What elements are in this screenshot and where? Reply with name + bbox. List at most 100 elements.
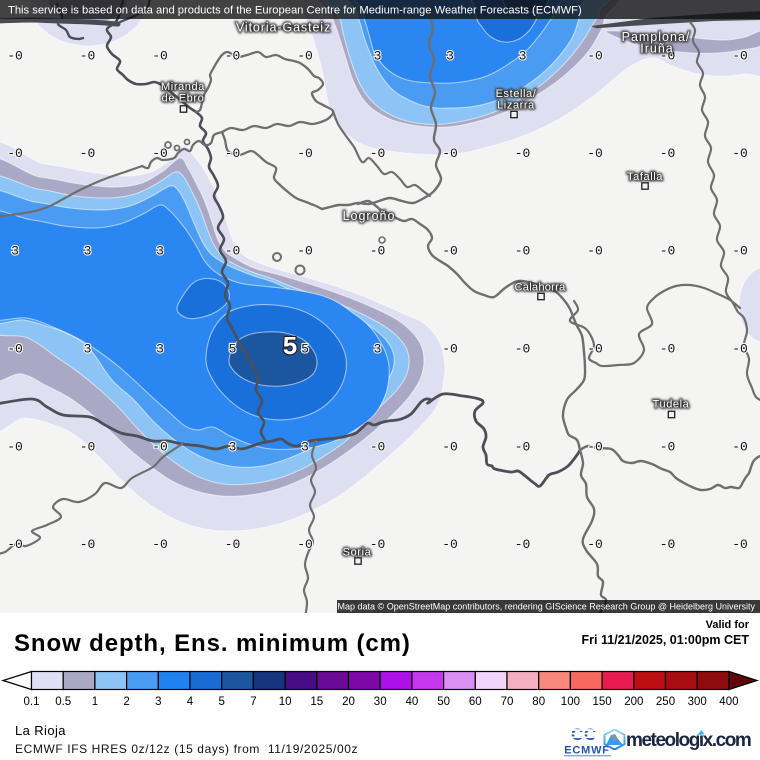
svg-text:5: 5 bbox=[229, 342, 237, 357]
svg-text:-0: -0 bbox=[587, 537, 603, 552]
svg-text:Pamplona/: Pamplona/ bbox=[622, 30, 691, 44]
svg-text:-0: -0 bbox=[732, 537, 748, 552]
svg-text:This service is based on data: This service is based on data and produc… bbox=[8, 5, 582, 17]
svg-text:Tafalla: Tafalla bbox=[627, 171, 663, 183]
svg-text:Soria: Soria bbox=[343, 547, 372, 559]
svg-text:150: 150 bbox=[593, 696, 612, 708]
svg-text:Logroño: Logroño bbox=[343, 209, 396, 223]
svg-text:-0: -0 bbox=[442, 244, 458, 259]
svg-text:Vitoria-Gasteiz: Vitoria-Gasteiz bbox=[236, 21, 331, 35]
svg-text:-0: -0 bbox=[732, 342, 748, 357]
svg-text:-0: -0 bbox=[80, 537, 96, 552]
svg-text:-0: -0 bbox=[80, 440, 96, 455]
svg-text:Estella/: Estella/ bbox=[496, 88, 537, 100]
svg-text:3: 3 bbox=[156, 342, 164, 357]
svg-text:de Ebro: de Ebro bbox=[162, 93, 205, 105]
svg-text:70: 70 bbox=[501, 696, 514, 708]
svg-text:-0: -0 bbox=[80, 49, 96, 64]
svg-text:-0: -0 bbox=[515, 244, 531, 259]
svg-text:3: 3 bbox=[519, 49, 527, 64]
svg-text:-0: -0 bbox=[370, 244, 386, 259]
svg-text:Pamplona/: Pamplona/ bbox=[622, 30, 691, 44]
svg-text:Lizarra: Lizarra bbox=[497, 100, 535, 112]
svg-text:-0: -0 bbox=[660, 537, 676, 552]
svg-text:400: 400 bbox=[719, 696, 738, 708]
svg-text:3: 3 bbox=[156, 244, 164, 259]
svg-text:0.5: 0.5 bbox=[55, 696, 71, 708]
svg-text:-0: -0 bbox=[732, 244, 748, 259]
svg-text:7: 7 bbox=[250, 696, 256, 708]
svg-text:-0: -0 bbox=[660, 440, 676, 455]
svg-text:Miranda: Miranda bbox=[161, 81, 205, 93]
svg-text:-0: -0 bbox=[515, 342, 531, 357]
svg-text:-0: -0 bbox=[442, 537, 458, 552]
svg-text:3: 3 bbox=[374, 342, 382, 357]
svg-text:5: 5 bbox=[301, 342, 309, 357]
svg-text:Tudela: Tudela bbox=[653, 399, 690, 411]
svg-text:-0: -0 bbox=[515, 146, 531, 161]
svg-text:-0: -0 bbox=[225, 537, 241, 552]
svg-text:-0: -0 bbox=[225, 244, 241, 259]
svg-text:-0: -0 bbox=[7, 440, 23, 455]
svg-text:-0: -0 bbox=[660, 342, 676, 357]
svg-text:3: 3 bbox=[301, 440, 309, 455]
svg-text:4: 4 bbox=[187, 696, 194, 708]
svg-text:1: 1 bbox=[92, 696, 98, 708]
svg-text:Soria: Soria bbox=[343, 547, 372, 559]
svg-text:3: 3 bbox=[155, 696, 161, 708]
svg-text:Vitoria-Gasteiz: Vitoria-Gasteiz bbox=[236, 21, 331, 35]
svg-text:3: 3 bbox=[374, 49, 382, 64]
svg-text:Tudela: Tudela bbox=[653, 399, 690, 411]
svg-text:-0: -0 bbox=[297, 49, 313, 64]
svg-text:-0: -0 bbox=[370, 440, 386, 455]
svg-text:3: 3 bbox=[11, 244, 19, 259]
svg-text:-0: -0 bbox=[297, 146, 313, 161]
svg-text:-0: -0 bbox=[732, 49, 748, 64]
svg-text:-0: -0 bbox=[587, 49, 603, 64]
svg-text:30: 30 bbox=[374, 696, 387, 708]
svg-text:250: 250 bbox=[656, 696, 675, 708]
svg-text:-0: -0 bbox=[225, 49, 241, 64]
svg-text:-0: -0 bbox=[442, 342, 458, 357]
svg-text:-0: -0 bbox=[7, 146, 23, 161]
svg-text:-0: -0 bbox=[660, 244, 676, 259]
svg-text:-0: -0 bbox=[587, 146, 603, 161]
svg-text:-0: -0 bbox=[297, 537, 313, 552]
svg-text:Estella/: Estella/ bbox=[496, 88, 537, 100]
svg-text:-0: -0 bbox=[297, 244, 313, 259]
svg-text:3: 3 bbox=[84, 342, 92, 357]
svg-text:80: 80 bbox=[532, 696, 545, 708]
svg-text:-0: -0 bbox=[587, 342, 603, 357]
svg-text:-0: -0 bbox=[660, 146, 676, 161]
svg-text:-0: -0 bbox=[152, 146, 168, 161]
svg-text:-0: -0 bbox=[732, 440, 748, 455]
svg-text:-0: -0 bbox=[80, 146, 96, 161]
svg-text:40: 40 bbox=[406, 696, 419, 708]
svg-text:60: 60 bbox=[469, 696, 482, 708]
svg-text:-0: -0 bbox=[732, 146, 748, 161]
svg-text:-0: -0 bbox=[152, 440, 168, 455]
svg-text:0.1: 0.1 bbox=[24, 696, 40, 708]
svg-text:-0: -0 bbox=[442, 440, 458, 455]
svg-text:3: 3 bbox=[84, 244, 92, 259]
svg-text:ECMWF: ECMWF bbox=[564, 745, 610, 757]
svg-text:100: 100 bbox=[561, 696, 580, 708]
svg-text:20: 20 bbox=[342, 696, 355, 708]
svg-text:-0: -0 bbox=[7, 342, 23, 357]
svg-text:Miranda: Miranda bbox=[161, 81, 205, 93]
svg-text:Map data © OpenStreetMap contr: Map data © OpenStreetMap contributors, r… bbox=[338, 602, 756, 612]
svg-text:5: 5 bbox=[282, 332, 298, 362]
svg-text:-0: -0 bbox=[370, 146, 386, 161]
svg-text:3: 3 bbox=[229, 440, 237, 455]
svg-text:Calahorra: Calahorra bbox=[515, 282, 567, 294]
svg-text:Iruña: Iruña bbox=[640, 42, 674, 56]
svg-text:5: 5 bbox=[218, 696, 224, 708]
svg-text:Iruña: Iruña bbox=[640, 42, 674, 56]
svg-text:Logroño: Logroño bbox=[343, 209, 396, 223]
svg-text:-0: -0 bbox=[370, 537, 386, 552]
svg-text:-0: -0 bbox=[587, 244, 603, 259]
svg-text:Tafalla: Tafalla bbox=[627, 171, 663, 183]
svg-text:2: 2 bbox=[123, 696, 129, 708]
svg-text:-0: -0 bbox=[660, 49, 676, 64]
svg-text:-0: -0 bbox=[152, 49, 168, 64]
